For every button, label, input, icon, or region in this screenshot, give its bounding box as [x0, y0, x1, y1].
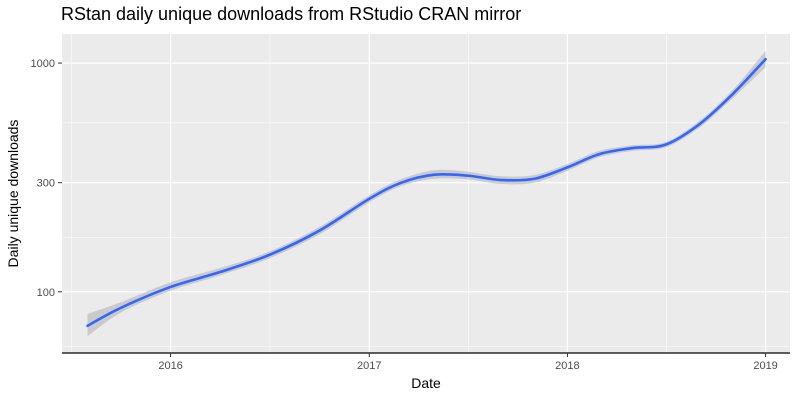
y-tick-label: 300 [37, 178, 55, 190]
x-tick-label: 2018 [555, 360, 579, 372]
x-axis-title: Date [411, 375, 441, 391]
x-tick-label: 2019 [753, 360, 777, 372]
grid-major [62, 34, 790, 353]
y-axis-ticks: 100 300 1000 [31, 58, 62, 299]
grid-minor [62, 34, 790, 353]
x-tick-label: 2017 [357, 360, 381, 372]
y-axis-title: Daily unique downloads [5, 120, 21, 268]
x-axis-ticks: 2016 2017 2018 2019 [158, 353, 778, 372]
plot-panel [62, 34, 790, 353]
trend-line [86, 57, 767, 328]
x-tick-label: 2016 [158, 360, 182, 372]
y-tick-label: 100 [37, 287, 55, 299]
chart-title: RStan daily unique downloads from RStudi… [61, 4, 522, 24]
y-tick-label: 1000 [31, 58, 55, 70]
